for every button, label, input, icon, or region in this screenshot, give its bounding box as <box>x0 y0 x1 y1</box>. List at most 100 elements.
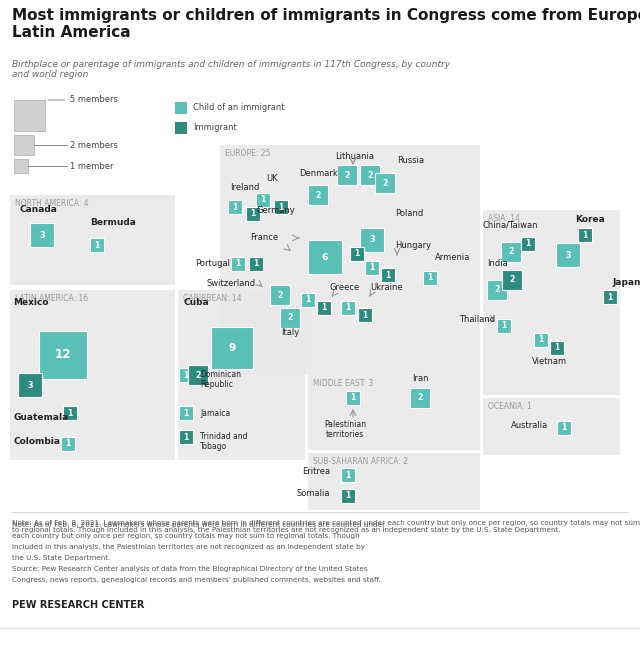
Text: 1: 1 <box>321 304 326 313</box>
Bar <box>550 341 564 355</box>
Text: Portugal: Portugal <box>195 260 230 269</box>
Text: Poland: Poland <box>395 209 423 218</box>
Bar <box>360 228 384 252</box>
Bar <box>410 388 430 408</box>
Bar <box>502 270 522 290</box>
Text: 1: 1 <box>346 304 351 313</box>
Text: 1: 1 <box>582 231 588 240</box>
Bar <box>14 135 34 155</box>
Bar <box>301 293 315 307</box>
Text: included in this analysis, the Palestinian territories are not recognized as an : included in this analysis, the Palestini… <box>12 544 365 550</box>
Bar <box>381 268 395 282</box>
Text: 3: 3 <box>369 236 375 244</box>
Text: Congress, news reports, genealogical records and members' published comments, we: Congress, news reports, genealogical rec… <box>12 577 381 583</box>
Text: 3: 3 <box>565 251 571 260</box>
Bar <box>337 165 357 185</box>
Text: 2: 2 <box>417 393 422 402</box>
Text: Eritrea: Eritrea <box>302 468 330 477</box>
Text: 1: 1 <box>538 335 543 344</box>
Text: India: India <box>486 259 508 268</box>
Text: 1: 1 <box>362 311 367 320</box>
Bar <box>483 210 620 395</box>
Bar <box>179 406 193 420</box>
Text: 2: 2 <box>367 171 372 180</box>
Text: 1: 1 <box>250 209 255 218</box>
Bar <box>365 261 379 275</box>
Text: 1: 1 <box>346 470 351 479</box>
Text: 1: 1 <box>67 408 72 417</box>
Text: 2: 2 <box>277 291 283 300</box>
Text: Hungary: Hungary <box>395 241 431 250</box>
Text: 1: 1 <box>346 492 351 501</box>
Text: Ireland: Ireland <box>230 183 260 192</box>
Bar <box>483 398 620 455</box>
Text: 3: 3 <box>28 380 33 390</box>
Text: 1: 1 <box>385 271 390 280</box>
Text: 2: 2 <box>508 247 514 256</box>
Text: each country but only once per region, so country totals may not sum to regional: each country but only once per region, s… <box>12 533 360 539</box>
Bar <box>175 102 187 114</box>
Text: Colombia: Colombia <box>14 437 61 446</box>
Text: UK: UK <box>266 174 278 183</box>
Text: Russia: Russia <box>397 156 424 165</box>
Text: 1: 1 <box>428 273 433 282</box>
Bar <box>61 437 75 451</box>
Text: 9: 9 <box>228 343 236 353</box>
Text: 1: 1 <box>65 439 70 448</box>
Text: 2: 2 <box>287 313 292 322</box>
Bar <box>231 257 245 271</box>
Text: Guatemala: Guatemala <box>14 413 69 422</box>
Bar <box>375 173 395 193</box>
Text: 2: 2 <box>494 286 500 295</box>
Text: 1: 1 <box>94 240 100 249</box>
Text: 2 members: 2 members <box>70 141 118 150</box>
Bar <box>220 145 480 375</box>
Text: Somalia: Somalia <box>296 488 330 497</box>
Text: Italy: Italy <box>281 328 299 337</box>
Text: 2: 2 <box>509 275 515 284</box>
Bar <box>63 406 77 420</box>
Text: Dominican
Republic: Dominican Republic <box>200 370 241 390</box>
Text: 1: 1 <box>607 293 612 302</box>
Text: 12: 12 <box>55 348 71 362</box>
Bar <box>346 391 360 405</box>
Bar <box>18 373 42 397</box>
Text: 2: 2 <box>195 371 201 379</box>
Text: 1: 1 <box>184 433 189 441</box>
Text: Greece: Greece <box>330 283 360 292</box>
Text: Germany: Germany <box>256 206 295 215</box>
Text: Immigrant: Immigrant <box>193 123 237 132</box>
Text: 1: 1 <box>525 240 531 249</box>
Bar <box>90 238 104 252</box>
Bar <box>10 195 175 285</box>
Text: Note: As of Feb. 8, 2021. Lawmakers whose parents were born in different countri: Note: As of Feb. 8, 2021. Lawmakers whos… <box>12 522 385 528</box>
Bar <box>360 165 380 185</box>
Text: 1: 1 <box>232 202 237 211</box>
Bar <box>603 290 617 304</box>
Text: Birthplace or parentage of immigrants and children of immigrants in 117th Congre: Birthplace or parentage of immigrants an… <box>12 60 450 79</box>
Bar <box>521 237 535 251</box>
Bar <box>341 489 355 503</box>
Bar <box>308 375 480 450</box>
Text: Child of an immigrant: Child of an immigrant <box>193 103 285 112</box>
Text: 2: 2 <box>316 191 321 200</box>
Bar <box>341 468 355 482</box>
Text: 1: 1 <box>554 344 559 353</box>
Text: Note: As of Feb. 8, 2021. Lawmakers whose parents were born in different countri: Note: As of Feb. 8, 2021. Lawmakers whos… <box>12 520 640 533</box>
Text: the U.S. State Department.: the U.S. State Department. <box>12 555 110 561</box>
Text: 1: 1 <box>561 424 566 433</box>
Text: Trinidad and
Tobago: Trinidad and Tobago <box>200 432 248 452</box>
Text: Palestinian
territories: Palestinian territories <box>324 420 366 439</box>
Text: 1: 1 <box>253 260 259 269</box>
Text: Canada: Canada <box>20 205 58 214</box>
Text: EUROPE: 25: EUROPE: 25 <box>225 149 270 158</box>
Text: Lithuania: Lithuania <box>335 152 374 161</box>
Bar <box>557 421 571 435</box>
Text: 1: 1 <box>260 196 266 205</box>
Text: Jamaica: Jamaica <box>200 409 230 418</box>
Text: Cuba: Cuba <box>183 298 209 307</box>
Bar <box>317 301 331 315</box>
Text: Japan: Japan <box>612 278 640 287</box>
Bar <box>556 243 580 267</box>
Bar <box>39 331 87 379</box>
